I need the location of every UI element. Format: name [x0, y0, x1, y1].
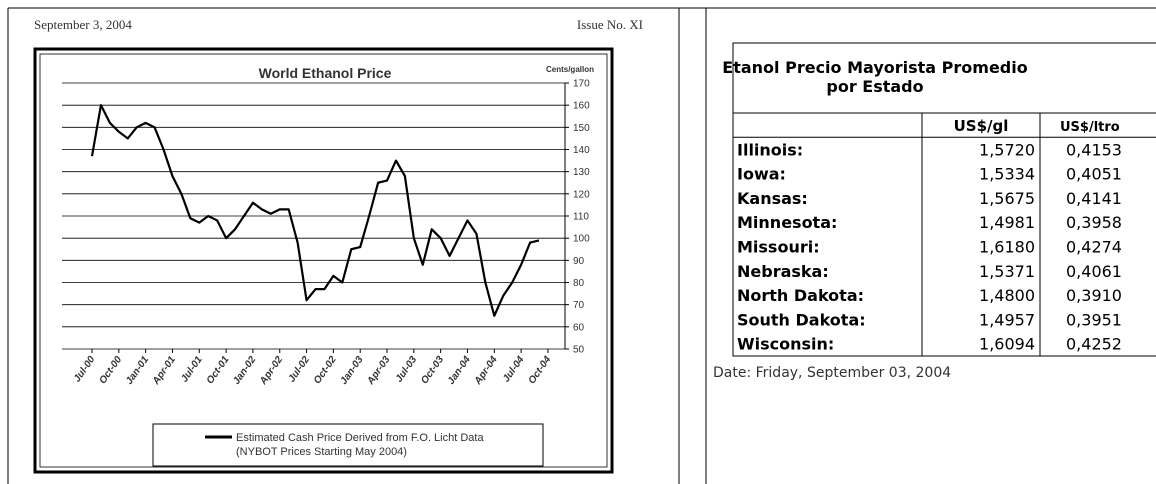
table-title: por Estado: [826, 77, 923, 96]
header-issue: Issue No. XI: [577, 17, 643, 32]
price-line: [90, 104, 540, 317]
x-tick-label: Jul-00: [72, 354, 98, 384]
y-tick-label: 50: [573, 345, 585, 356]
chart-title: World Ethanol Price: [259, 65, 392, 81]
state: South Dakota:: [737, 310, 866, 329]
y-tick-label: 100: [573, 234, 590, 245]
state: Illinois:: [737, 140, 803, 159]
x-tick-label: Jul-03: [394, 354, 420, 384]
price-gal: 1,5334: [979, 165, 1035, 184]
state: North Dakota:: [737, 286, 864, 305]
price-liter: 0,4141: [1066, 189, 1122, 208]
price-gal: 1,5675: [979, 189, 1035, 208]
y-tick-label: 60: [573, 322, 585, 333]
x-tick-label: Jan-01: [124, 354, 151, 387]
table-border: [732, 42, 1156, 357]
x-tick-label: Oct-01: [205, 354, 232, 386]
y-tick-label: 140: [573, 145, 590, 156]
y-unit: Cents/gallon: [546, 65, 594, 74]
table-footer: Date: Friday, September 03, 2004: [713, 365, 951, 381]
x-tick-label: Jul-01: [179, 354, 205, 384]
x-tick-label: Apr-03: [365, 354, 393, 387]
x-tick-label: Jan-02: [231, 354, 258, 387]
plot: 50 60 70 80 90 100 110 120 130 140 150 160 170 Jul-00…: [62, 79, 590, 387]
col-header: US$/gl: [954, 117, 1009, 135]
chart-frame: [33, 47, 614, 474]
chart-frame-inner: [39, 53, 608, 468]
x-tick-label: Oct-04: [527, 354, 554, 386]
price-gal: 1,5371: [979, 262, 1035, 281]
price-liter: 0,4153: [1066, 140, 1122, 159]
price-liter: 0,4051: [1066, 165, 1122, 184]
y-tick-label: 150: [573, 123, 590, 134]
y-tick-label: 120: [573, 189, 590, 200]
state: Nebraska:: [737, 262, 829, 281]
x-tick-label: Apr-01: [150, 354, 178, 387]
price-gal: 1,6094: [979, 335, 1035, 354]
x-tick-label: Apr-02: [257, 354, 285, 387]
x-tick-label: Jul-02: [286, 354, 312, 384]
state: Iowa:: [737, 165, 786, 184]
x-tick-label: Oct-02: [312, 354, 339, 386]
legend-label: Estimated Cash Price Derived from F.O. L…: [236, 432, 484, 444]
price-liter: 0,4252: [1066, 335, 1122, 354]
state: Minnesota:: [737, 213, 837, 232]
price-gal: 1,6180: [979, 238, 1035, 257]
price-gal: 1,4957: [979, 310, 1035, 329]
x-tick-label: Oct-03: [419, 354, 446, 386]
y-tick-label: 170: [573, 79, 590, 90]
legend-note: (NYBOT Prices Starting May 2004): [236, 446, 407, 458]
price-liter: 0,3958: [1066, 213, 1122, 232]
price-liter: 0,4274: [1066, 238, 1122, 257]
state: Kansas:: [737, 189, 808, 208]
price-gal: 1,4981: [979, 213, 1035, 232]
header-date: September 3, 2004: [34, 17, 132, 32]
state: Wisconsin:: [737, 335, 834, 354]
y-tick-label: 90: [573, 256, 585, 267]
y-tick-label: 80: [573, 278, 585, 289]
price-liter: 0,4061: [1066, 262, 1122, 281]
x-tick-label: Oct-00: [97, 354, 124, 386]
price-gal: 1,4800: [979, 286, 1035, 305]
state: Missouri:: [737, 238, 820, 257]
y-tick-label: 160: [573, 101, 590, 112]
y-tick-label: 110: [573, 212, 589, 223]
x-tick-label: Apr-04: [472, 354, 500, 387]
col-header: US$/ltro: [1060, 120, 1120, 135]
table-title: Etanol Precio Mayorista Promedio: [722, 58, 1027, 77]
price-liter: 0,3951: [1066, 310, 1122, 329]
x-tick-label: Jan-04: [446, 354, 473, 387]
x-tick-label: Jan-03: [338, 354, 365, 387]
x-tick-label: Jul-04: [501, 354, 527, 384]
price-gal: 1,5720: [979, 140, 1035, 159]
y-tick-label: 70: [573, 300, 585, 311]
price-liter: 0,3910: [1066, 286, 1122, 305]
legend: [152, 423, 544, 467]
y-tick-label: 130: [573, 167, 590, 178]
